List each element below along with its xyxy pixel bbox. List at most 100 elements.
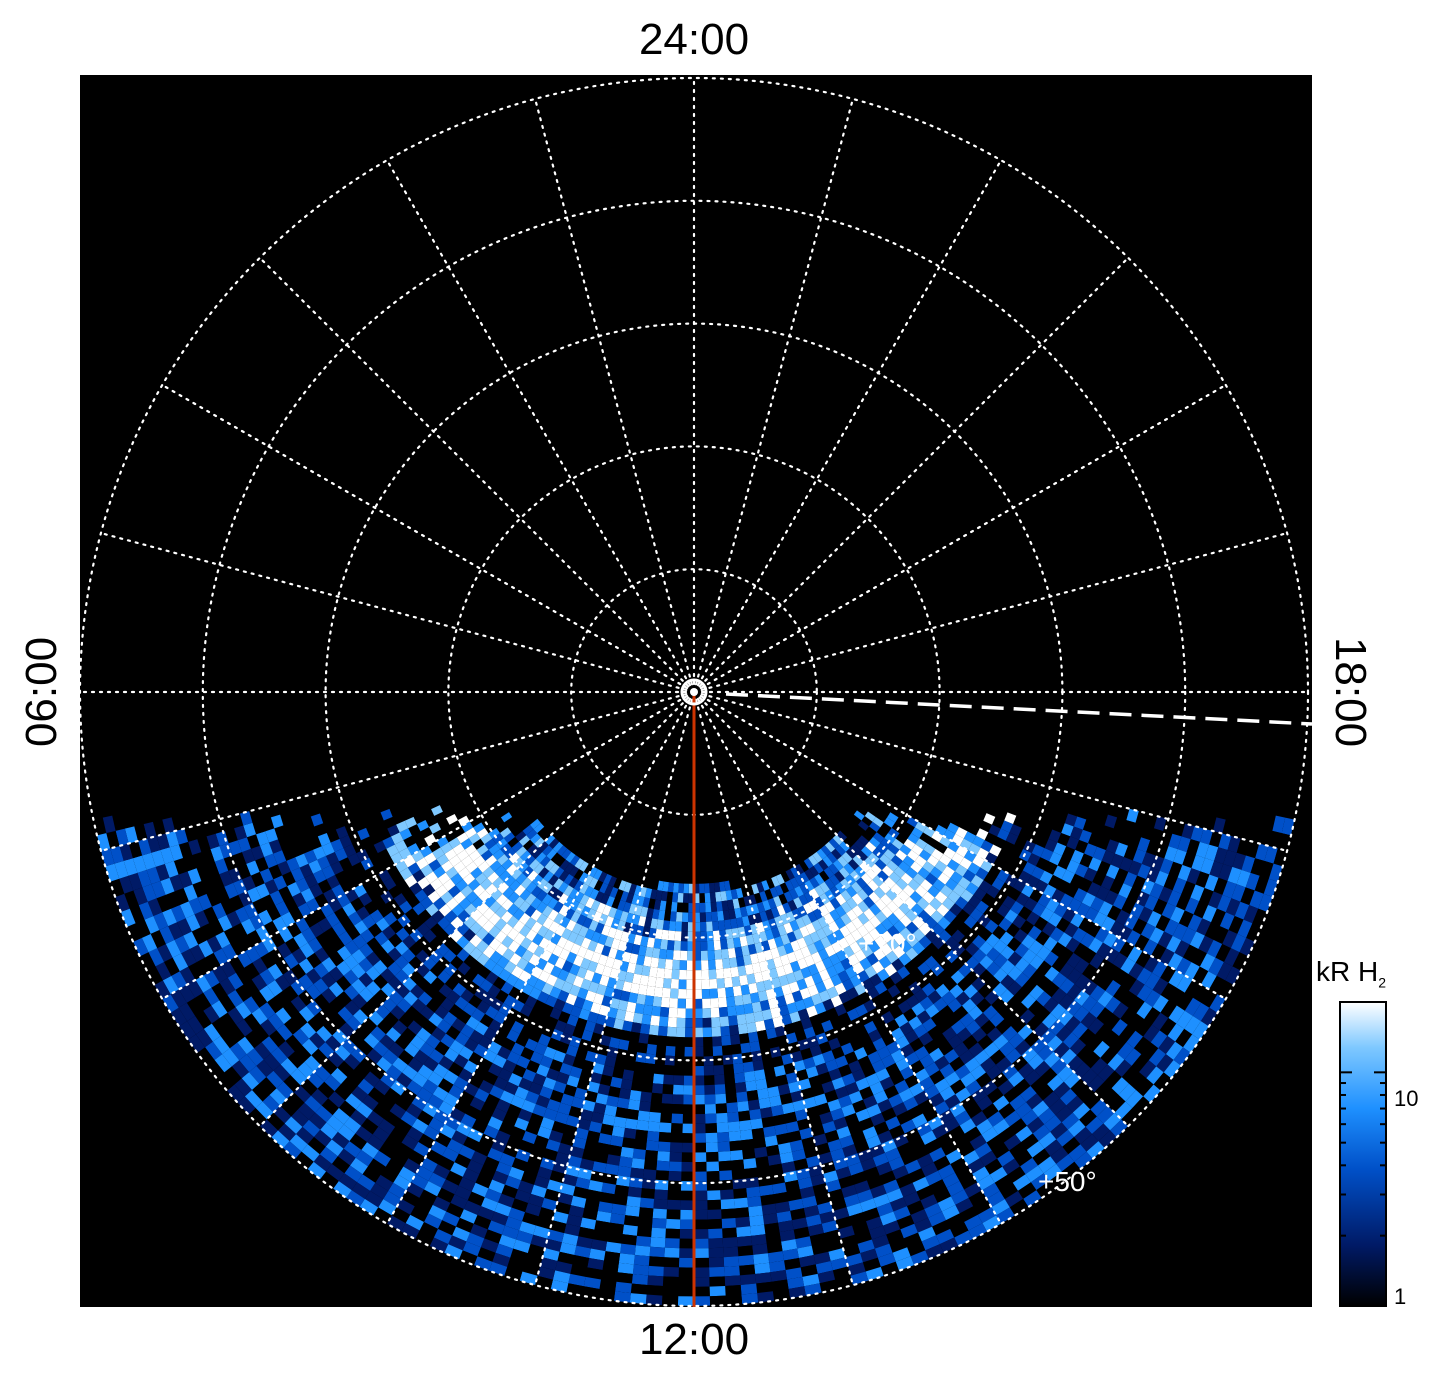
emission-cell <box>647 1034 658 1046</box>
emission-cell <box>476 1000 491 1014</box>
emission-cell <box>440 842 453 854</box>
emission-cell <box>604 884 614 896</box>
emission-cell <box>997 848 1011 862</box>
emission-cell <box>774 936 784 948</box>
emission-cell <box>972 855 985 868</box>
emission-cell <box>412 869 426 883</box>
emission-cell <box>715 959 724 970</box>
pole-dot <box>690 688 698 696</box>
emission-cell <box>678 1267 694 1278</box>
emission-cell <box>800 966 812 979</box>
emission-cell <box>740 1283 758 1295</box>
emission-cell <box>657 1141 671 1152</box>
emission-cell <box>408 942 423 957</box>
emission-cell <box>499 870 511 882</box>
emission-cell <box>955 845 969 858</box>
emission-cell <box>669 1151 682 1162</box>
emission-cell <box>880 930 894 944</box>
emission-cell <box>855 1003 868 1017</box>
emission-cell <box>699 883 705 894</box>
emission-cell <box>678 1277 694 1287</box>
emission-cell <box>868 891 881 904</box>
emission-cell <box>528 1008 542 1022</box>
emission-cell <box>627 1186 642 1198</box>
emission-cell <box>902 973 916 987</box>
emission-cell <box>773 956 783 968</box>
emission-cell <box>840 1042 854 1056</box>
emission-cell <box>781 1053 794 1066</box>
emission-cell <box>617 1165 632 1178</box>
emission-cell <box>887 925 900 939</box>
emission-cell <box>905 994 920 1009</box>
emission-cell <box>540 949 553 962</box>
emission-cell <box>796 937 808 950</box>
emission-cell <box>477 966 491 980</box>
emission-cell <box>940 884 953 898</box>
emission-cell <box>390 852 404 865</box>
emission-cell <box>620 1078 633 1090</box>
emission-cell <box>516 991 530 1004</box>
emission-cell <box>779 882 789 894</box>
emission-cell <box>967 862 981 875</box>
emission-cell <box>438 903 452 917</box>
emission-cell <box>734 1207 750 1219</box>
emission-cell <box>993 856 1006 870</box>
emission-cell <box>545 941 557 954</box>
emission-cell <box>741 945 750 957</box>
emission-cell <box>572 1056 586 1070</box>
emission-cell <box>1035 857 1050 871</box>
emission-cell <box>655 977 664 988</box>
emission-cell <box>881 865 894 877</box>
emission-cell <box>899 940 913 953</box>
emission-cell <box>668 1007 678 1018</box>
emission-cell <box>547 874 559 887</box>
emission-cell <box>924 955 938 970</box>
emission-cell <box>893 866 906 879</box>
emission-cell <box>902 884 916 897</box>
emission-cell <box>831 848 842 860</box>
emission-cell <box>807 911 818 923</box>
emission-cell <box>925 929 939 943</box>
emission-cell <box>895 979 909 993</box>
emission-cell <box>620 1243 636 1255</box>
emission-cell <box>1005 832 1019 845</box>
emission-cell <box>642 897 651 908</box>
emission-cell <box>744 1167 758 1179</box>
emission-cell <box>886 860 899 872</box>
emission-cell <box>484 838 497 850</box>
emission-cell <box>587 1011 599 1024</box>
emission-cell <box>931 936 946 950</box>
emission-cell <box>794 885 804 898</box>
emission-cell <box>539 855 551 868</box>
emission-cell <box>456 935 470 949</box>
emission-cell <box>651 1227 666 1239</box>
emission-cell <box>824 901 836 913</box>
emission-cell <box>819 881 830 894</box>
emission-cell <box>763 979 774 991</box>
emission-cell <box>728 1130 742 1142</box>
emission-cell <box>463 954 477 968</box>
emission-cell <box>1002 895 1016 910</box>
emission-cell <box>1026 875 1040 889</box>
emission-cell <box>498 968 512 982</box>
emission-cell <box>610 938 621 950</box>
emission-cell <box>615 1009 627 1021</box>
emission-cell <box>707 1190 721 1201</box>
emission-cell <box>911 844 924 856</box>
emission-cell <box>563 1023 576 1036</box>
emission-cell <box>912 928 926 942</box>
emission-cell <box>817 948 830 961</box>
emission-cell <box>462 873 476 886</box>
emission-cell <box>687 922 694 932</box>
emission-cell <box>457 961 471 976</box>
emission-cell <box>856 850 868 862</box>
emission-cell <box>522 824 534 836</box>
emission-cell <box>945 878 958 891</box>
emission-cell <box>487 984 501 998</box>
emission-cell <box>684 1027 694 1038</box>
emission-cell <box>394 859 408 873</box>
emission-cell <box>780 871 790 883</box>
emission-cell <box>858 991 872 1004</box>
emission-cell <box>886 900 899 914</box>
emission-cell <box>537 878 548 890</box>
